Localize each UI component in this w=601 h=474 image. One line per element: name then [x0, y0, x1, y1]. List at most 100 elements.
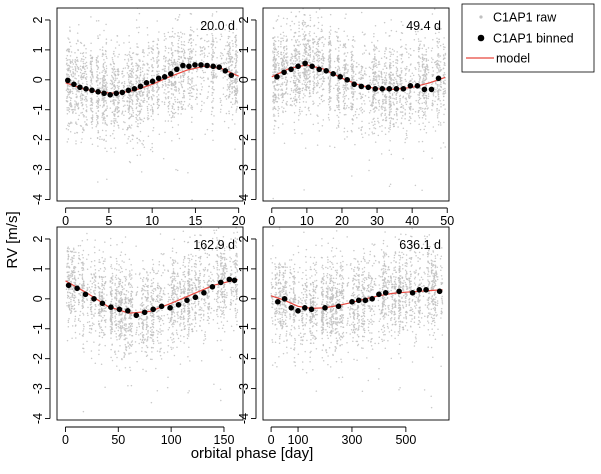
raw-point	[399, 100, 401, 102]
raw-point	[318, 97, 321, 99]
binned-point	[379, 86, 386, 92]
raw-point	[137, 125, 139, 128]
raw-point	[105, 55, 108, 58]
raw-point	[283, 49, 286, 52]
raw-point	[393, 97, 396, 100]
raw-point	[382, 68, 384, 71]
raw-point	[409, 79, 412, 82]
raw-point	[97, 105, 99, 108]
raw-point	[215, 10, 218, 13]
raw-point	[146, 93, 149, 95]
raw-point	[432, 58, 434, 61]
raw-point	[161, 68, 164, 71]
raw-point	[84, 121, 86, 123]
raw-point	[356, 108, 358, 111]
raw-point	[89, 107, 92, 110]
raw-point	[138, 94, 141, 96]
raw-point	[314, 40, 316, 43]
raw-point	[309, 14, 311, 16]
raw-point	[123, 82, 126, 85]
raw-point	[124, 53, 127, 56]
raw-point	[179, 3, 181, 5]
raw-point	[81, 138, 83, 140]
raw-point	[388, 96, 390, 99]
raw-point	[402, 107, 405, 109]
raw-point	[122, 128, 124, 130]
raw-point	[436, 55, 439, 57]
raw-point	[304, 34, 306, 37]
raw-point	[309, 51, 312, 54]
raw-point	[291, 20, 293, 23]
raw-point	[444, 92, 447, 94]
raw-point	[187, 61, 190, 64]
raw-point	[286, 100, 288, 103]
raw-point	[179, 77, 182, 79]
raw-point	[211, 33, 213, 35]
raw-point	[426, 105, 428, 107]
raw-point	[122, 86, 125, 89]
raw-point	[371, 60, 374, 63]
raw-point	[384, 106, 386, 109]
raw-point	[151, 64, 153, 66]
raw-point	[419, 87, 422, 89]
raw-point	[112, 69, 115, 71]
raw-point	[364, 72, 366, 75]
raw-point	[220, 99, 222, 102]
raw-point	[303, 189, 305, 191]
raw-point	[421, 140, 424, 143]
raw-point	[180, 100, 183, 103]
raw-point	[351, 70, 353, 72]
raw-point	[400, 72, 403, 74]
raw-point	[422, 63, 424, 65]
raw-point	[333, 87, 335, 90]
raw-point	[212, 97, 215, 100]
raw-point	[143, 87, 145, 90]
raw-point	[301, 83, 304, 85]
raw-point	[122, 99, 124, 102]
raw-point	[304, 106, 306, 109]
raw-point	[381, 130, 383, 132]
raw-point	[142, 49, 144, 51]
raw-point	[178, 63, 181, 66]
raw-point	[393, 76, 396, 79]
raw-point	[280, 46, 282, 48]
raw-point	[167, 86, 169, 89]
raw-point	[368, 75, 371, 78]
raw-point	[105, 83, 107, 86]
raw-point	[439, 44, 442, 47]
raw-point	[375, 102, 377, 104]
raw-point	[103, 68, 106, 71]
raw-point	[442, 54, 445, 56]
raw-point	[89, 69, 92, 72]
raw-point	[122, 96, 125, 98]
raw-point	[408, 69, 411, 71]
raw-point	[132, 68, 134, 70]
raw-point	[96, 107, 99, 109]
raw-point	[308, 59, 311, 61]
raw-point	[337, 68, 339, 71]
raw-point	[423, 75, 425, 77]
raw-point	[153, 60, 155, 62]
raw-point	[104, 147, 106, 150]
raw-point	[317, 104, 319, 107]
raw-point	[208, 85, 210, 88]
raw-point	[419, 57, 422, 59]
raw-point	[111, 87, 114, 89]
raw-point	[158, 104, 161, 107]
raw-point	[137, 31, 140, 34]
raw-point	[126, 100, 128, 102]
raw-point	[109, 135, 112, 137]
raw-point	[389, 65, 391, 68]
raw-point	[439, 99, 441, 102]
raw-point	[418, 98, 421, 101]
raw-point	[208, 52, 210, 54]
raw-point	[342, 66, 344, 69]
raw-point	[130, 127, 132, 129]
raw-point	[329, 97, 331, 99]
raw-point	[285, 91, 287, 93]
binned-point	[216, 64, 222, 70]
raw-point	[299, 62, 301, 65]
raw-point	[375, 106, 378, 108]
raw-point	[442, 95, 445, 98]
raw-point	[421, 58, 424, 60]
